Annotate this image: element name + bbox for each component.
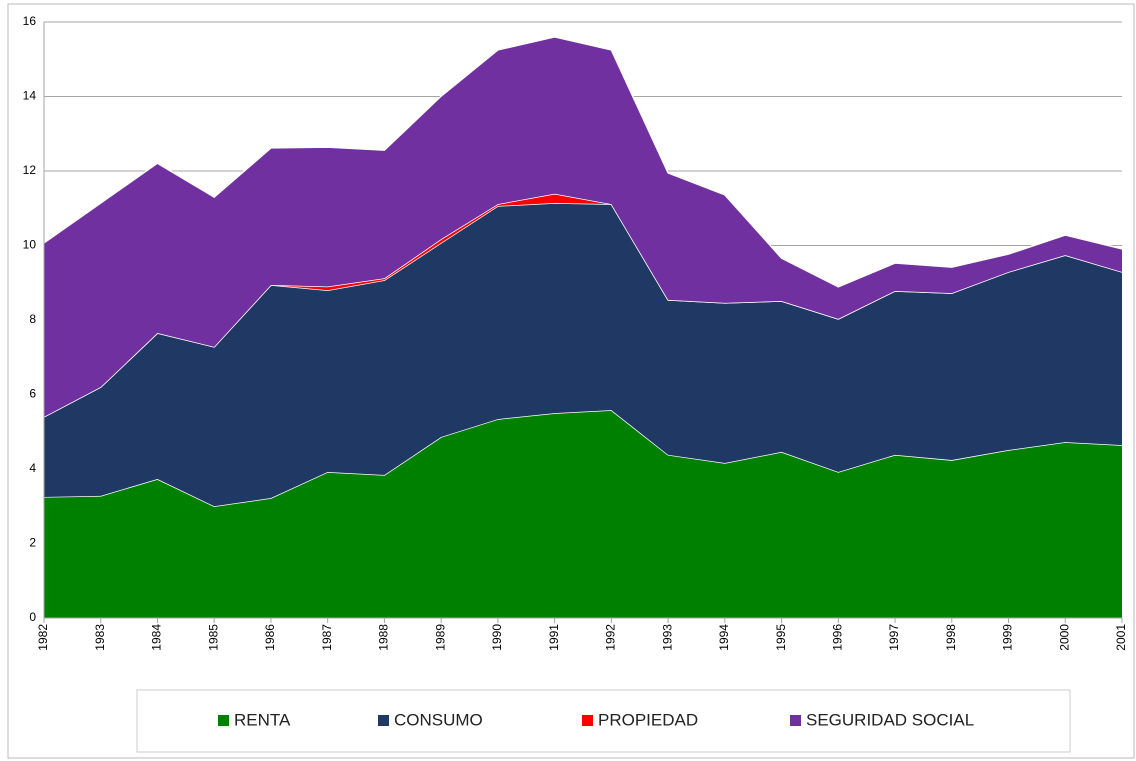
y-tick-label: 12 (23, 163, 37, 177)
x-tick-label: 1988 (377, 624, 391, 651)
area (44, 203, 1122, 507)
legend-swatch (582, 715, 593, 726)
y-tick-label: 8 (29, 312, 36, 326)
x-tick-label: 1998 (944, 624, 958, 651)
legend-swatch (218, 715, 229, 726)
chart-frame (7, 3, 1135, 759)
area (44, 36, 1122, 417)
x-tick-label: 1984 (150, 624, 164, 651)
x-tick-label: 1994 (717, 624, 731, 651)
x-tick-label: 1999 (1001, 624, 1015, 651)
area-edge (43, 409, 1123, 508)
area-edge (43, 36, 1123, 288)
y-tick-label: 6 (29, 387, 36, 401)
x-tick-label: 1982 (36, 624, 50, 651)
x-tick-label: 1985 (206, 624, 220, 651)
legend-label: SEGURIDAD SOCIAL (806, 710, 974, 729)
x-tick-label: 1996 (830, 624, 844, 651)
x-tick-label: 1992 (604, 624, 618, 651)
x-tick-label: 1995 (774, 624, 788, 651)
legend-label: CONSUMO (394, 710, 483, 729)
x-tick-label: 1993 (660, 624, 674, 651)
legend-label: RENTA (234, 710, 291, 729)
y-tick-label: 16 (23, 14, 37, 28)
legend-swatch (790, 715, 801, 726)
x-tick-label: 1991 (547, 624, 561, 651)
legend-swatch (378, 715, 389, 726)
x-tick-label: 2000 (1057, 624, 1071, 651)
area (44, 410, 1122, 618)
legend-box (136, 689, 1071, 753)
x-tick-label: 1997 (887, 624, 901, 651)
x-tick-label: 1986 (263, 624, 277, 651)
x-tick-label: 1990 (490, 624, 504, 651)
y-tick-label: 0 (29, 610, 36, 624)
y-tick-label: 2 (29, 536, 36, 550)
y-tick-label: 10 (23, 238, 37, 252)
x-tick-label: 1989 (433, 624, 447, 651)
y-tick-label: 4 (29, 461, 36, 475)
x-tick-label: 2001 (1114, 624, 1128, 651)
x-tick-label: 1987 (320, 624, 334, 651)
y-tick-label: 14 (23, 89, 37, 103)
x-tick-label: 1983 (93, 624, 107, 651)
legend-label: PROPIEDAD (598, 710, 698, 729)
